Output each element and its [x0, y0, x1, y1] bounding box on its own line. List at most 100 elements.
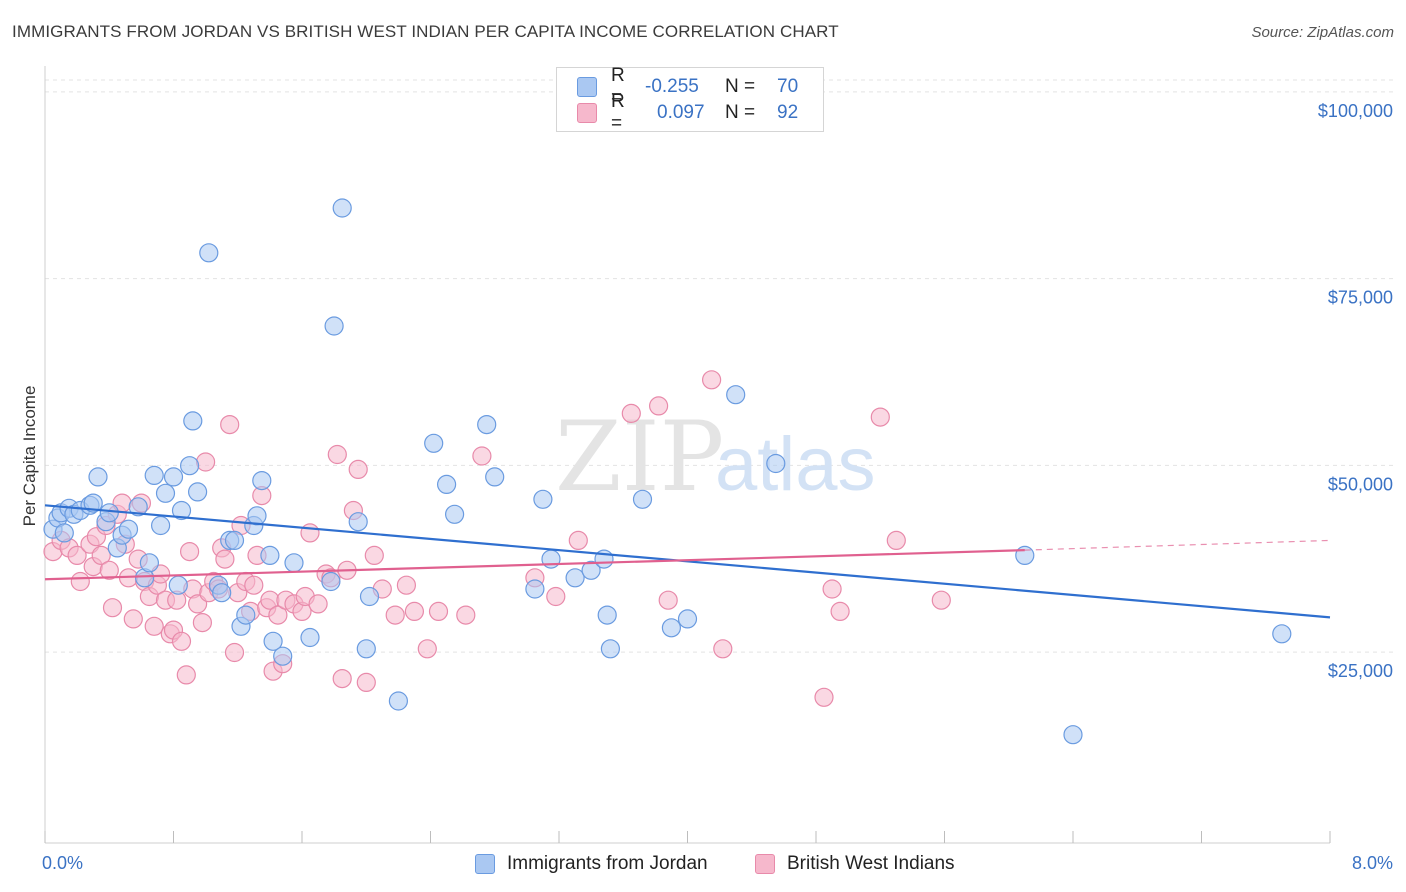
immigrants-from-jordan-point: [155, 483, 176, 503]
british-west-indians-point: [931, 590, 951, 610]
immigrants-from-jordan-point: [128, 497, 148, 517]
british-west-indians-point: [102, 598, 123, 618]
immigrants-from-jordan-point: [83, 493, 103, 513]
immigrants-from-jordan-point: [321, 571, 341, 592]
british-west-indians-point: [396, 575, 416, 595]
legend-n-value-bwi: 92: [777, 102, 799, 123]
british-west-indians-point: [224, 642, 245, 663]
british-west-indians-point: [91, 545, 111, 566]
british-west-indians-point: [244, 575, 264, 595]
immigrants-from-jordan-point: [54, 523, 74, 543]
british-west-indians-point: [123, 609, 143, 629]
british-west-indians-point: [268, 605, 288, 625]
immigrants-from-jordan-point: [677, 609, 698, 629]
immigrants-from-jordan-point: [661, 618, 682, 638]
british-west-indians-point: [701, 370, 722, 390]
british-west-indians-point: [180, 541, 200, 562]
immigrants-from-jordan-point: [212, 583, 232, 603]
british-west-indians-point: [428, 601, 449, 622]
british-west-indians-point: [348, 459, 368, 479]
immigrants-from-jordan-point: [359, 586, 380, 607]
immigrants-from-jordan-point: [168, 575, 188, 595]
british-west-indians-point: [356, 672, 376, 693]
british-west-indians-point: [456, 605, 476, 625]
british-west-indians-point: [648, 396, 669, 416]
bottom-legend-swatch-jordan: [475, 854, 495, 874]
british-west-indians-point: [417, 639, 437, 659]
legend-swatch-bwi: [577, 103, 597, 123]
immigrants-from-jordan-point: [565, 568, 585, 588]
immigrants-from-jordan-point: [332, 198, 352, 218]
immigrants-from-jordan-point: [171, 500, 192, 521]
immigrants-from-jordan-point: [183, 411, 203, 431]
immigrants-from-jordan-point: [247, 506, 267, 526]
legend-r-value-bwi: 0.097: [657, 102, 705, 123]
immigrants-from-jordan-point: [600, 639, 621, 659]
series-immigrants-from-jordan-points: [43, 198, 1292, 745]
immigrants-from-jordan-point: [437, 474, 457, 494]
british-west-indians-point: [814, 687, 834, 707]
british-west-indians-point: [196, 452, 216, 472]
trend-line-bwi-extension: [1024, 539, 1331, 551]
immigrants-from-jordan-point: [485, 467, 505, 487]
british-west-indians-point: [332, 668, 352, 689]
y-tick-labels: $25,000 $50,000 $75,000 $100,000: [1318, 101, 1393, 681]
british-west-indians-point: [886, 530, 906, 551]
immigrants-from-jordan-point: [263, 631, 283, 651]
immigrants-from-jordan-point: [445, 504, 465, 524]
legend-row-bwi: R = 0.097 N = 92: [577, 91, 799, 134]
immigrants-from-jordan-point: [597, 605, 617, 625]
immigrants-from-jordan-point: [99, 503, 119, 523]
british-west-indians-point: [308, 594, 328, 614]
immigrants-from-jordan-point: [284, 553, 304, 573]
bottom-legend-swatch-bwi: [755, 854, 775, 874]
legend-swatch-jordan: [577, 77, 597, 97]
trend-line-jordan: [44, 504, 1331, 619]
y-tick-label: $75,000: [1328, 288, 1393, 308]
trend-line-bwi: [44, 549, 1025, 581]
british-west-indians-point: [822, 579, 842, 599]
immigrants-from-jordan-point: [348, 512, 368, 532]
british-west-indians-point: [658, 590, 678, 610]
grid-lines: [45, 79, 1393, 653]
british-west-indians-point: [385, 605, 405, 625]
british-west-indians-point: [192, 612, 212, 633]
british-west-indians-point: [300, 523, 320, 543]
watermark: ZIP atlas: [555, 401, 876, 513]
immigrants-from-jordan-point: [139, 553, 159, 573]
immigrants-from-jordan-point: [236, 605, 256, 625]
british-west-indians-point: [220, 415, 240, 435]
chart-source: Source: ZipAtlas.com: [1251, 24, 1394, 41]
immigrants-from-jordan-point: [356, 639, 376, 659]
y-tick-label: $100,000: [1318, 101, 1393, 121]
british-west-indians-point: [404, 601, 424, 622]
immigrants-from-jordan-point: [1272, 624, 1292, 644]
immigrants-from-jordan-point: [144, 465, 164, 485]
bottom-legend-label-bwi: British West Indians: [787, 853, 955, 874]
bottom-legend-label-jordan: Immigrants from Jordan: [507, 853, 708, 874]
immigrants-from-jordan-point: [224, 530, 245, 551]
x-ticks: [44, 831, 1331, 843]
immigrants-from-jordan-point: [151, 515, 171, 536]
british-west-indians-point: [830, 601, 850, 622]
immigrants-from-jordan-point: [273, 646, 293, 666]
british-west-indians-point: [713, 639, 733, 659]
x-tick-label-max: 8.0%: [1352, 853, 1393, 873]
british-west-indians-point: [472, 446, 492, 466]
british-west-indians-point: [176, 665, 196, 685]
immigrants-from-jordan-point: [632, 489, 653, 509]
british-west-indians-point: [870, 407, 890, 427]
british-west-indians-point: [364, 545, 384, 566]
immigrants-from-jordan-point: [252, 471, 272, 491]
immigrants-from-jordan-point: [388, 691, 408, 711]
legend-n-label: N =: [725, 102, 756, 123]
legend-r-label: R =: [611, 91, 625, 134]
bottom-legend-item-bwi: British West Indians: [755, 853, 955, 875]
chart-title: IMMIGRANTS FROM JORDAN VS BRITISH WEST I…: [12, 22, 839, 41]
immigrants-from-jordan-point: [525, 579, 545, 599]
british-west-indians-point: [568, 530, 588, 551]
bottom-legend: Immigrants from Jordan British West Indi…: [0, 851, 1406, 879]
immigrants-from-jordan-point: [1015, 545, 1035, 566]
british-west-indians-point: [144, 616, 164, 636]
